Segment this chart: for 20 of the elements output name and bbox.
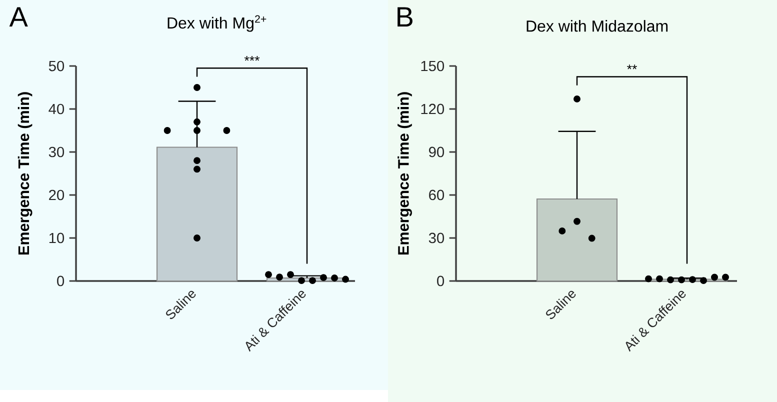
y-axis-title: Emergence Time (min): [398, 92, 412, 255]
y-tick-label: 40: [48, 104, 64, 114]
chart-title: Dex with Mg$^{2+}$: [168, 15, 266, 32]
y-tick-label: 120: [421, 104, 444, 114]
y-tick-label: 90: [429, 146, 444, 158]
text: ***: [244, 56, 260, 61]
y-tick-label: 30: [48, 146, 64, 158]
annotation: **: [627, 64, 637, 70]
y-tick-label: 60: [429, 190, 444, 200]
chart-title: Dex with Midazolam: [526, 20, 668, 32]
y-tick-label: 10: [49, 232, 64, 244]
y-tick-label: 30: [428, 232, 444, 244]
text: B: [398, 7, 412, 27]
y-tick-label: 20: [49, 190, 64, 200]
y-tick-label: 50: [48, 60, 64, 72]
text: A: [9, 7, 28, 27]
y-tick-label: 150: [421, 60, 444, 72]
y-tick-label: 0: [57, 276, 64, 286]
y-tick-label: 0: [437, 276, 444, 286]
y-axis-title: Emergence Time (min): [18, 92, 32, 255]
